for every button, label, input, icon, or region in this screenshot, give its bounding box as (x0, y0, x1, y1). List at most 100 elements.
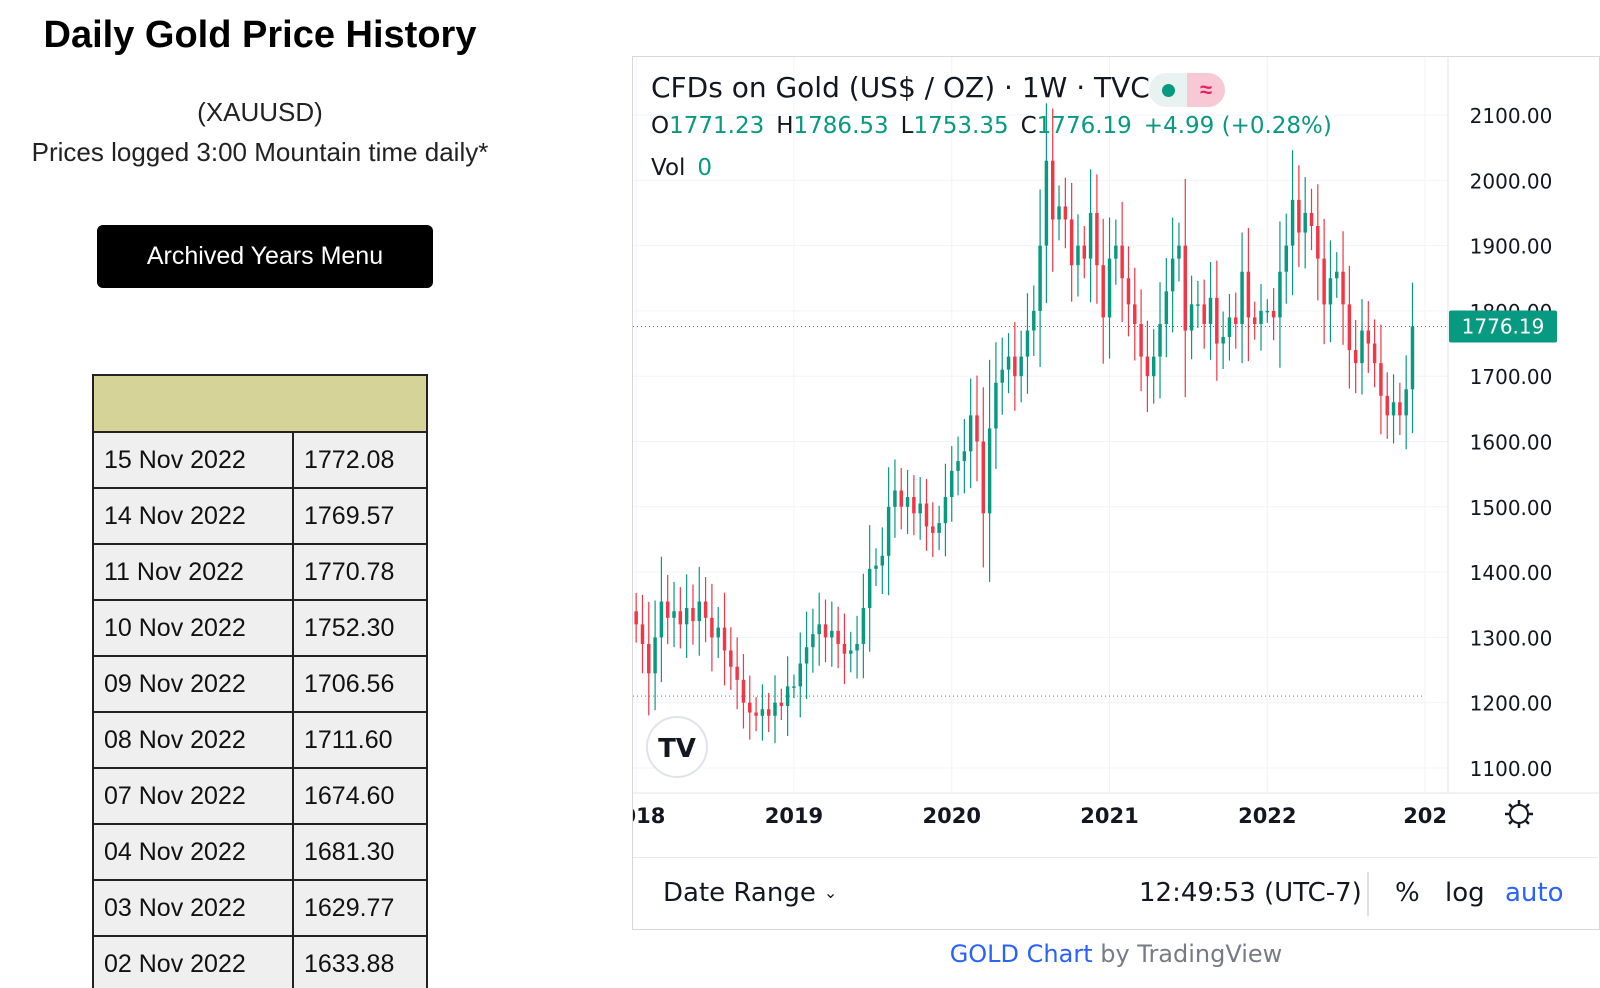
toolbar-separator (1367, 872, 1369, 916)
tradingview-widget[interactable]: TV 2100.002000.001900.001800.001700.0016… (632, 56, 1600, 930)
candle-body (1410, 326, 1415, 390)
candle-body (779, 702, 784, 706)
candle-body (1227, 317, 1232, 338)
open-label: O (651, 113, 670, 139)
candle-body (1366, 330, 1371, 344)
x-tick-label: 2018 (633, 804, 665, 828)
date-range-button[interactable]: Date Range ⌄ (663, 878, 837, 908)
candle-body (1170, 258, 1175, 292)
price-chart[interactable]: TV 2100.002000.001900.001800.001700.0016… (633, 57, 1599, 857)
gold-chart-link[interactable]: GOLD Chart (949, 940, 1093, 968)
candle-body (1347, 304, 1352, 351)
table-row: 02 Nov 2022 1633.88 (92, 935, 428, 988)
candle-body (1164, 291, 1169, 324)
chart-credit: GOLD Chart by TradingView (632, 940, 1600, 968)
chart-bottom-toolbar: Date Range ⌄ 12:49:53 (UTC-7) % log auto (633, 857, 1598, 929)
candle-body (665, 601, 670, 618)
gear-icon[interactable] (1505, 800, 1533, 828)
candle-body (1316, 226, 1320, 259)
price-cell: 1769.57 (292, 487, 428, 545)
candle-body (1082, 245, 1087, 259)
symbol-label: (XAUUSD) (197, 97, 323, 127)
last-price-label: 1776.19 (1462, 314, 1545, 338)
candle-body (754, 712, 758, 716)
candle-body (672, 611, 676, 618)
candle-body (1107, 258, 1112, 318)
candle-body (1398, 402, 1402, 416)
last-price-tag (1449, 310, 1557, 343)
market-status[interactable]: ≈ (1149, 73, 1225, 107)
y-tick-label: 2100.00 (1470, 104, 1553, 128)
candle-body (798, 663, 802, 687)
y-tick-label: 1200.00 (1470, 692, 1553, 716)
table-row: 15 Nov 2022 1772.08 (92, 431, 428, 489)
page-title: Daily Gold Price History (43, 14, 477, 56)
auto-scale-button[interactable]: auto (1505, 878, 1564, 908)
candle-body (710, 617, 714, 638)
table-row: 10 Nov 2022 1752.30 (92, 599, 428, 657)
candle-body (659, 601, 664, 638)
candle-body (1335, 271, 1339, 279)
candle-body (760, 709, 765, 716)
candle-body (1309, 212, 1314, 227)
price-cell: 1633.88 (292, 935, 428, 988)
candle-body (893, 490, 897, 507)
price-cell: 1706.56 (292, 655, 428, 713)
date-cell: 02 Nov 2022 (92, 935, 294, 988)
candle-body (1208, 297, 1213, 324)
candle-body (1183, 245, 1188, 331)
date-range-label: Date Range (663, 878, 816, 908)
candle-body (1114, 245, 1118, 259)
table-row: 09 Nov 2022 1706.56 (92, 655, 428, 713)
candle-body (1025, 330, 1030, 357)
log-scale-button[interactable]: log (1445, 878, 1485, 908)
candle-body (1360, 330, 1364, 364)
percent-scale-button[interactable]: % (1395, 878, 1420, 908)
candle-body (1240, 271, 1244, 324)
credit-text: by TradingView (1092, 940, 1283, 968)
candle-body (1038, 245, 1042, 311)
candle-body (874, 565, 878, 569)
candle-body (741, 679, 746, 703)
price-cell: 1681.30 (292, 823, 428, 881)
candle-body (1259, 310, 1263, 324)
candle-body (785, 686, 790, 706)
high-label: H (776, 113, 794, 139)
open-value: 1771.23 (669, 113, 765, 139)
candle-body (1019, 356, 1023, 377)
tradingview-logo-icon (646, 716, 708, 778)
time-axis: 2018 2019 2020 2021 2022 202 (633, 800, 1533, 828)
price-table: 15 Nov 2022 1772.08 14 Nov 2022 1769.57 11 N… (92, 374, 428, 988)
candle-body (836, 630, 840, 644)
y-tick-label: 1500.00 (1470, 496, 1553, 520)
candle-body (956, 461, 960, 471)
date-cell: 09 Nov 2022 (92, 655, 294, 713)
candle-body (931, 526, 935, 533)
close-label: C (1020, 113, 1037, 139)
archived-years-menu-button[interactable]: Archived Years Menu (97, 225, 433, 288)
candle-body (634, 611, 638, 625)
candle-body (1353, 350, 1358, 364)
candle-body (918, 503, 922, 514)
date-cell: 10 Nov 2022 (92, 599, 294, 657)
candle-body (912, 497, 916, 514)
market-open-icon (1149, 73, 1187, 107)
candle-body (855, 643, 859, 651)
candle-body (981, 441, 986, 514)
low-value: 1753.35 (913, 113, 1009, 139)
candle-body (1234, 317, 1238, 324)
volume-label: Vol (651, 155, 686, 181)
candle-body (867, 568, 872, 609)
candle-body (1006, 356, 1011, 370)
candle-body (1069, 219, 1074, 266)
candle-body (716, 627, 720, 638)
clock: 12:49:53 (UTC-7) (1139, 878, 1362, 908)
candle-body (1215, 297, 1219, 344)
table-header (92, 374, 428, 433)
candle-body (1032, 310, 1036, 331)
ohlc-legend: O1771.23 H1786.53 L1753.35 C1776.19 +4.99 (+… (651, 113, 1332, 139)
candle-body (1391, 402, 1396, 416)
date-cell: 11 Nov 2022 (92, 543, 294, 601)
candle-body (861, 608, 866, 644)
candle-body (1076, 245, 1080, 266)
